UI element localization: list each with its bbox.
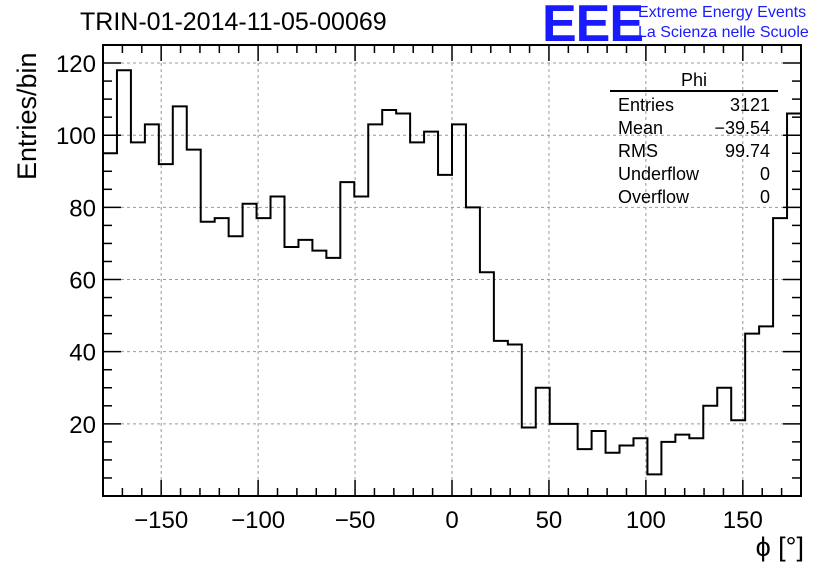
y-tick-label: 60	[69, 268, 96, 295]
stats-row-value: −39.54	[714, 118, 770, 138]
x-tick-label: 0	[445, 507, 458, 534]
stats-row-value: 3121	[729, 95, 770, 115]
stats-row-value: 0	[759, 187, 770, 207]
y-tick-label: 20	[69, 412, 96, 439]
stats-row: Overflow 0	[610, 186, 778, 209]
stats-header: Phi	[610, 70, 778, 92]
stats-row: Entries 3121	[610, 94, 778, 117]
x-tick-label: 100	[626, 507, 666, 534]
y-tick-label: 80	[69, 195, 96, 222]
stats-row: Underflow 0	[610, 163, 778, 186]
x-tick-label: −100	[231, 507, 285, 534]
x-tick-label: −50	[335, 507, 376, 534]
x-tick-label: −150	[134, 507, 188, 534]
stats-row-label: Underflow	[618, 164, 700, 184]
stats-row-label: Entries	[618, 95, 675, 115]
y-tick-label: 100	[56, 123, 96, 150]
eee-logo: EEE	[542, 0, 644, 53]
y-tick-label: 40	[69, 340, 96, 367]
x-tick-label: 150	[723, 507, 763, 534]
stats-row-label: RMS	[618, 141, 658, 161]
x-axis-label: ϕ [°]	[755, 532, 804, 562]
y-axis-label: Entries/bin	[12, 52, 42, 180]
logo-line-1: Extreme Energy Events	[638, 4, 807, 21]
stats-row-label: Overflow	[618, 187, 690, 207]
logo-line-2: La Scienza nelle Scuole	[638, 24, 809, 41]
histogram-line	[103, 69, 801, 476]
stats-row: RMS 99.74	[610, 140, 778, 163]
chart-title: TRIN-01-2014-11-05-00069	[80, 8, 387, 36]
stats-row-value: 99.74	[724, 141, 770, 161]
stats-row: Mean −39.54	[610, 117, 778, 140]
stats-box: Phi Entries 3121 Mean −39.54 RMS 99.74 Underfl…	[610, 70, 778, 209]
x-tick-label: 50	[536, 507, 563, 534]
y-tick-label: 120	[56, 51, 96, 78]
stats-row-value: 0	[759, 164, 770, 184]
stats-row-label: Mean	[618, 118, 664, 138]
